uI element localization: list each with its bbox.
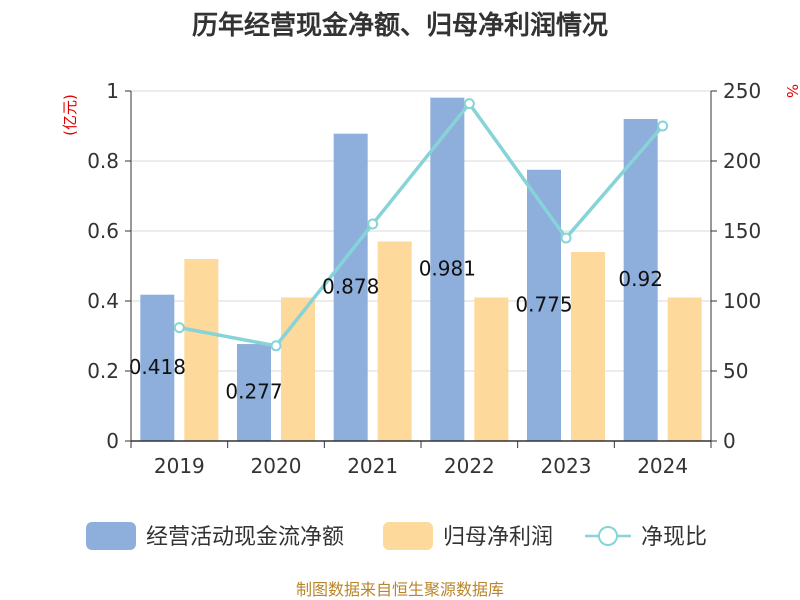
bar xyxy=(571,252,605,441)
line-series xyxy=(173,98,669,352)
bar xyxy=(140,294,175,441)
data-label: 0.775 xyxy=(515,292,572,316)
bar xyxy=(377,241,412,441)
y-right-tick-label: 200 xyxy=(723,149,761,173)
bar xyxy=(281,297,315,441)
bar xyxy=(474,297,509,441)
chart-title: 历年经营现金净额、归母净利润情况 xyxy=(192,10,608,41)
y-left-tick-label: 0 xyxy=(106,429,119,453)
line-path xyxy=(179,100,664,348)
line-point xyxy=(463,98,475,110)
bars xyxy=(140,97,702,442)
data-label: 0.418 xyxy=(129,355,186,379)
bar xyxy=(184,259,219,441)
data-label: 0.981 xyxy=(419,256,476,280)
line-point xyxy=(657,120,669,132)
y-left-tick-label: 0.4 xyxy=(87,289,119,313)
bar xyxy=(667,297,702,441)
y-left-unit: (亿元) xyxy=(61,94,79,136)
source-note: 制图数据来自恒生聚源数据库 xyxy=(296,580,504,599)
y-right-tick-label: 250 xyxy=(723,79,761,103)
x-tick-label: 2024 xyxy=(637,454,688,478)
legend-label: 归母净利润 xyxy=(443,525,553,550)
x-tick-label: 2023 xyxy=(541,454,592,478)
y-left-tick-label: 1 xyxy=(106,79,119,103)
bar xyxy=(333,133,368,441)
legend: 经营活动现金流净额 归母净利润 净现比 xyxy=(86,522,707,550)
y-right-tick-label: 50 xyxy=(723,359,748,383)
line-point xyxy=(173,322,185,334)
x-tick-label: 2022 xyxy=(444,454,495,478)
y-right-tick-label: 100 xyxy=(723,289,761,313)
bar xyxy=(527,169,561,441)
data-label: 0.277 xyxy=(225,380,282,404)
grid-lines xyxy=(131,90,711,372)
x-tick-label: 2020 xyxy=(251,454,302,478)
x-tick-label: 2021 xyxy=(347,454,398,478)
y-right-tick-label: 150 xyxy=(723,219,761,243)
y-right-unit: % xyxy=(783,84,800,98)
line-point xyxy=(270,340,282,352)
bar xyxy=(623,119,658,441)
y-left-tick-label: 0.2 xyxy=(87,359,119,383)
bar xyxy=(237,344,271,441)
line-point xyxy=(560,232,572,244)
legend-label: 净现比 xyxy=(641,525,707,550)
y-left-tick-label: 0.8 xyxy=(87,149,119,173)
data-labels: 0.418 0.277 0.878 0.981 0.775 0.92 xyxy=(129,256,663,403)
bar xyxy=(430,97,465,442)
y-left-tick-label: 0.6 xyxy=(87,219,119,243)
legend-marker xyxy=(598,526,618,546)
line-point xyxy=(367,218,379,230)
data-label: 0.878 xyxy=(322,274,379,298)
legend-swatch xyxy=(86,522,136,550)
axes: 0 0.2 0.4 0.6 0.8 1 0 50 100 150 200 250 2019 2020 202… xyxy=(87,79,761,478)
x-tick-label: 2019 xyxy=(154,454,205,478)
legend-swatch xyxy=(383,522,433,550)
y-right-tick-label: 0 xyxy=(723,429,736,453)
data-label: 0.92 xyxy=(618,267,663,291)
legend-label: 经营活动现金流净额 xyxy=(146,525,344,550)
